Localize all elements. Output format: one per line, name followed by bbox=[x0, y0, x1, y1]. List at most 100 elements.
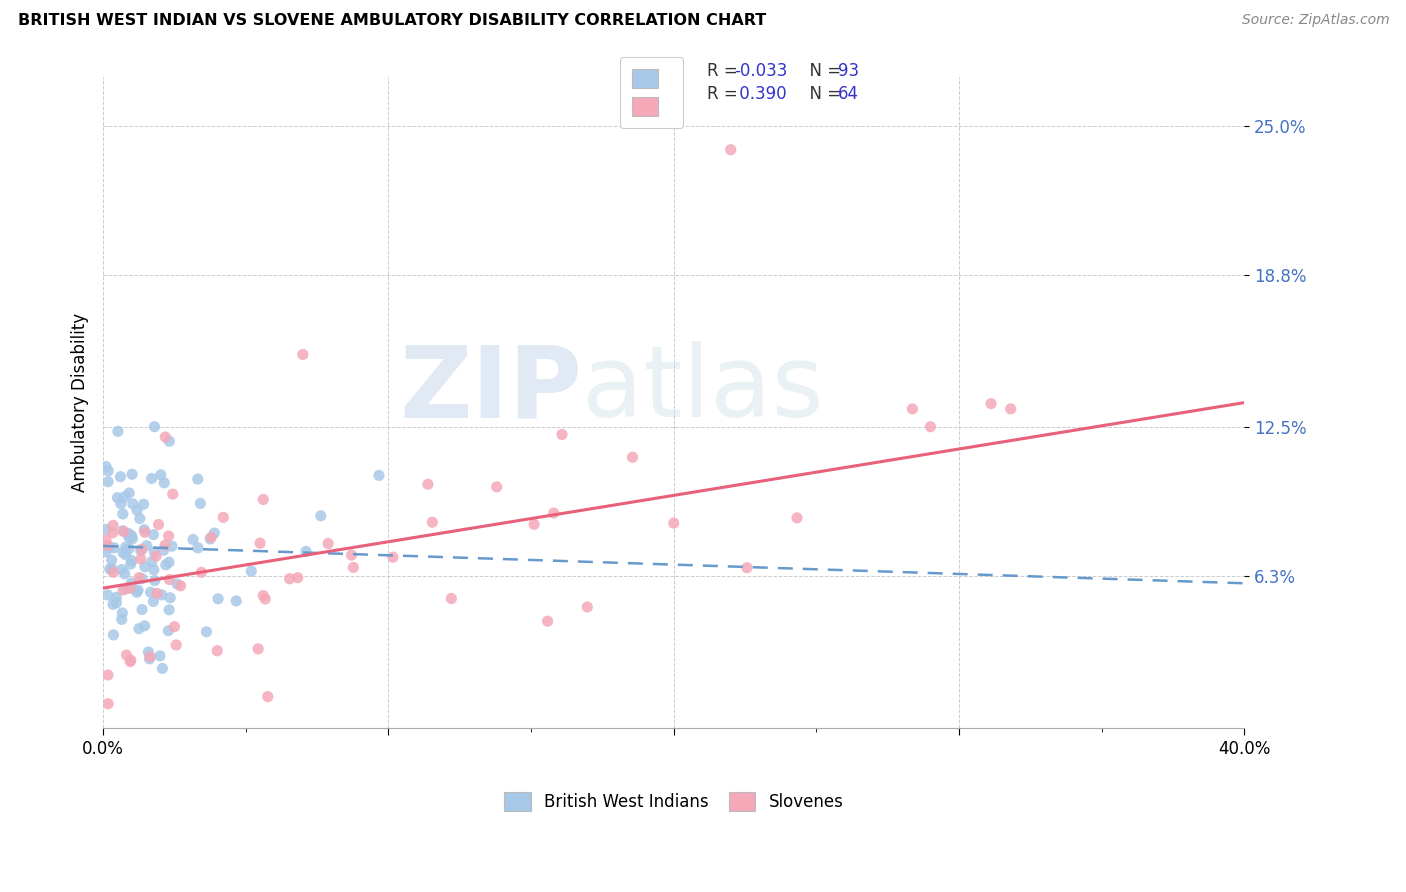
Point bbox=[96, 522, 118, 536]
Point bbox=[101, 518, 124, 533]
Point bbox=[247, 641, 270, 656]
Point bbox=[551, 427, 574, 442]
Point bbox=[155, 430, 177, 444]
Point bbox=[543, 506, 565, 520]
Point bbox=[114, 566, 136, 581]
Point bbox=[121, 467, 143, 482]
Point bbox=[735, 560, 758, 574]
Point bbox=[142, 527, 165, 541]
Point bbox=[118, 541, 141, 556]
Point bbox=[131, 542, 153, 557]
Point bbox=[381, 550, 404, 565]
Point bbox=[139, 649, 162, 664]
Point bbox=[129, 543, 152, 558]
Point bbox=[157, 555, 180, 569]
Point bbox=[157, 529, 180, 543]
Point bbox=[187, 472, 209, 486]
Point bbox=[148, 517, 170, 532]
Point bbox=[129, 552, 152, 566]
Point bbox=[111, 524, 134, 538]
Text: 64: 64 bbox=[838, 85, 859, 103]
Point bbox=[135, 539, 157, 553]
Point bbox=[1000, 401, 1022, 416]
Point bbox=[142, 594, 165, 608]
Point bbox=[107, 425, 129, 439]
Point bbox=[94, 533, 117, 548]
Point bbox=[152, 543, 174, 558]
Point bbox=[212, 510, 235, 524]
Point bbox=[901, 401, 924, 416]
Point bbox=[111, 507, 134, 521]
Point bbox=[125, 585, 148, 599]
Point bbox=[103, 541, 125, 555]
Point bbox=[146, 586, 169, 600]
Point bbox=[142, 563, 165, 577]
Point bbox=[121, 554, 143, 568]
Point bbox=[115, 582, 138, 596]
Point bbox=[111, 606, 134, 620]
Point bbox=[287, 571, 309, 585]
Point bbox=[121, 497, 143, 511]
Point bbox=[97, 697, 120, 711]
Point bbox=[121, 532, 143, 546]
Point bbox=[134, 523, 156, 537]
Point bbox=[416, 477, 439, 491]
Point bbox=[187, 541, 209, 555]
Point bbox=[576, 599, 599, 614]
Point bbox=[153, 538, 176, 552]
Text: N =: N = bbox=[799, 85, 846, 103]
Point bbox=[157, 434, 180, 449]
Point bbox=[166, 577, 188, 591]
Point bbox=[159, 591, 181, 605]
Point bbox=[157, 603, 180, 617]
Point bbox=[340, 548, 363, 562]
Point bbox=[105, 591, 128, 605]
Point bbox=[342, 560, 364, 574]
Point bbox=[111, 612, 134, 626]
Point bbox=[252, 589, 274, 603]
Point bbox=[120, 576, 142, 591]
Point bbox=[420, 515, 443, 529]
Text: ZIP: ZIP bbox=[399, 341, 582, 438]
Point bbox=[225, 594, 247, 608]
Point bbox=[157, 624, 180, 638]
Point bbox=[190, 566, 212, 580]
Text: R =: R = bbox=[707, 62, 744, 80]
Point bbox=[115, 648, 138, 662]
Text: BRITISH WEST INDIAN VS SLOVENE AMBULATORY DISABILITY CORRELATION CHART: BRITISH WEST INDIAN VS SLOVENE AMBULATOR… bbox=[18, 13, 766, 29]
Point bbox=[141, 554, 163, 568]
Point bbox=[134, 525, 156, 540]
Point bbox=[103, 628, 125, 642]
Text: atlas: atlas bbox=[582, 341, 824, 438]
Point bbox=[207, 591, 229, 606]
Point bbox=[207, 644, 229, 658]
Point bbox=[134, 619, 156, 633]
Point bbox=[920, 419, 942, 434]
Point bbox=[97, 668, 120, 682]
Point bbox=[141, 471, 163, 485]
Point bbox=[111, 563, 134, 577]
Point bbox=[97, 588, 120, 602]
Point bbox=[128, 622, 150, 636]
Point bbox=[190, 496, 212, 510]
Point bbox=[291, 347, 314, 361]
Text: 0.390: 0.390 bbox=[734, 85, 786, 103]
Point bbox=[149, 648, 172, 663]
Point bbox=[152, 661, 174, 675]
Point bbox=[440, 591, 463, 606]
Point bbox=[132, 497, 155, 511]
Point bbox=[120, 529, 142, 543]
Text: 93: 93 bbox=[838, 62, 859, 80]
Point bbox=[101, 598, 124, 612]
Point bbox=[316, 536, 339, 550]
Point bbox=[155, 558, 177, 572]
Point bbox=[139, 585, 162, 599]
Point bbox=[162, 487, 184, 501]
Point bbox=[163, 620, 186, 634]
Point bbox=[112, 524, 135, 539]
Point bbox=[249, 536, 271, 550]
Y-axis label: Ambulatory Disability: Ambulatory Disability bbox=[72, 313, 89, 492]
Point bbox=[118, 530, 141, 544]
Point bbox=[131, 602, 153, 616]
Point bbox=[103, 566, 125, 580]
